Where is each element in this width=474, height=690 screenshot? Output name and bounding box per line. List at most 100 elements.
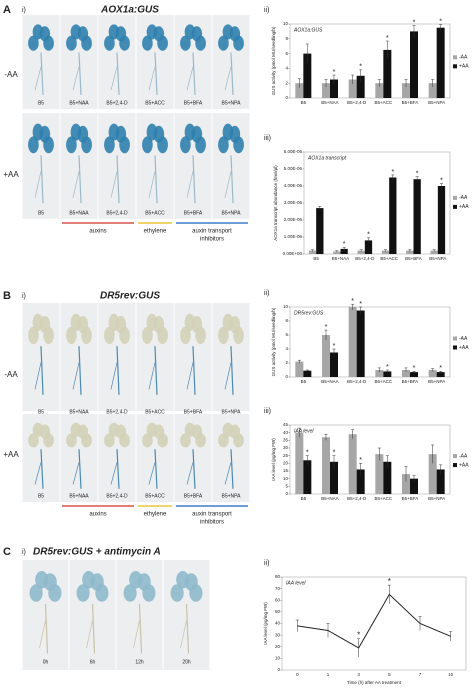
root bbox=[192, 155, 196, 204]
group-label: auxin transport bbox=[192, 512, 232, 518]
root bbox=[224, 362, 232, 390]
significance: * bbox=[351, 298, 354, 305]
leaf bbox=[77, 125, 89, 143]
root bbox=[185, 603, 190, 654]
leaf bbox=[218, 433, 229, 448]
y-tick-label: 25 bbox=[283, 453, 289, 458]
root bbox=[44, 603, 49, 654]
significance: * bbox=[391, 169, 394, 176]
legend-label: -AA bbox=[459, 195, 468, 201]
bar bbox=[436, 372, 445, 377]
x-tick-label: 10 bbox=[448, 672, 454, 677]
x-tick-label: B5+NPA bbox=[428, 100, 445, 105]
bar bbox=[316, 208, 324, 254]
significance: * bbox=[359, 64, 362, 71]
x-tick-label: B5+NAA bbox=[321, 379, 338, 384]
leaf bbox=[153, 315, 165, 334]
bar bbox=[413, 179, 421, 254]
leaf bbox=[229, 26, 241, 42]
y-tick-label: 5.00E-06 bbox=[284, 166, 303, 171]
x-tick-label: B5 bbox=[301, 100, 307, 105]
significance: * bbox=[416, 170, 419, 177]
y-tick-label: 20 bbox=[283, 461, 289, 466]
panel-sub: iii) bbox=[264, 135, 271, 142]
panel-title: AOX1a:GUS bbox=[100, 5, 159, 16]
leaf bbox=[142, 136, 153, 154]
x-tick-label: 0 bbox=[296, 672, 299, 677]
y-tick-label: 10 bbox=[283, 476, 289, 481]
legend-swatch bbox=[453, 463, 457, 468]
legend-swatch bbox=[453, 64, 457, 69]
root bbox=[34, 66, 42, 91]
x-tick-label: B5+ACC bbox=[375, 379, 393, 384]
bar bbox=[375, 454, 384, 494]
root bbox=[40, 346, 44, 395]
bar bbox=[303, 53, 312, 98]
bar bbox=[333, 251, 341, 254]
leaf bbox=[29, 584, 43, 602]
panel-sub: i) bbox=[22, 7, 26, 14]
y-tick-label: 1.00E-06 bbox=[284, 234, 303, 239]
root bbox=[186, 362, 194, 390]
y-axis-label: GUS activity (pmol MU/seedling/h) bbox=[271, 307, 276, 376]
legend-label: +AA bbox=[459, 345, 469, 351]
y-tick-label: 4 bbox=[285, 346, 288, 351]
leaf bbox=[66, 326, 77, 345]
cell-label: B5 bbox=[38, 210, 44, 216]
root bbox=[78, 449, 82, 489]
root bbox=[230, 52, 234, 95]
root bbox=[110, 462, 118, 485]
group-label: auxins bbox=[89, 229, 106, 235]
cell-label: B5+ACC bbox=[145, 493, 165, 499]
x-tick-label: B5+NPA bbox=[429, 256, 446, 261]
leaf bbox=[104, 136, 115, 154]
root bbox=[192, 52, 196, 95]
leaf bbox=[229, 315, 241, 334]
leaf bbox=[191, 26, 203, 42]
leaf bbox=[28, 35, 39, 51]
y-tick-label: 0 bbox=[277, 667, 280, 672]
leaf bbox=[66, 35, 77, 51]
leaf bbox=[77, 315, 89, 334]
bar bbox=[356, 75, 365, 98]
cell-label: B5+NPA bbox=[222, 210, 242, 216]
row-label: +AA bbox=[3, 450, 19, 459]
y-tick-label: 8 bbox=[285, 318, 288, 323]
significance: * bbox=[343, 241, 346, 248]
y-tick-label: 10 bbox=[283, 304, 289, 309]
bar bbox=[402, 83, 410, 98]
bar bbox=[357, 250, 365, 254]
x-tick-label: B5+BFA bbox=[405, 256, 422, 261]
chart-title: AOX1a:GUS bbox=[293, 27, 323, 33]
chart-title: AOX1a transcript bbox=[307, 155, 347, 161]
cell-label: B5+BFA bbox=[184, 493, 203, 499]
y-tick-label: 10 bbox=[283, 21, 289, 26]
bar bbox=[383, 49, 392, 98]
panel-letter: C bbox=[3, 546, 11, 558]
x-tick-label: B5+NAA bbox=[332, 256, 349, 261]
leaf bbox=[137, 573, 151, 591]
x-tick-label: 5 bbox=[388, 672, 391, 677]
significance: * bbox=[440, 177, 443, 184]
leaf bbox=[115, 315, 127, 334]
x-tick-label: B5 bbox=[301, 379, 307, 384]
bar bbox=[402, 474, 410, 494]
cell-label: B5+NPA bbox=[222, 493, 242, 499]
y-tick-label: 30 bbox=[275, 632, 281, 637]
bar bbox=[410, 31, 418, 98]
y-tick-label: 70 bbox=[275, 586, 281, 591]
root bbox=[180, 620, 187, 649]
leaf bbox=[153, 26, 165, 42]
root bbox=[110, 362, 118, 390]
leaf bbox=[191, 125, 203, 143]
significance: * bbox=[333, 69, 336, 76]
root bbox=[224, 66, 232, 91]
leaf bbox=[76, 584, 90, 602]
panel-sub: iii) bbox=[264, 408, 271, 415]
legend-label: -AA bbox=[459, 336, 468, 342]
y-tick-label: 0 bbox=[285, 491, 288, 496]
cell-label: B5+ACC bbox=[145, 100, 165, 106]
leaf bbox=[66, 136, 77, 154]
y-tick-label: 3.00E-06 bbox=[284, 200, 303, 205]
significance: * bbox=[439, 19, 442, 26]
